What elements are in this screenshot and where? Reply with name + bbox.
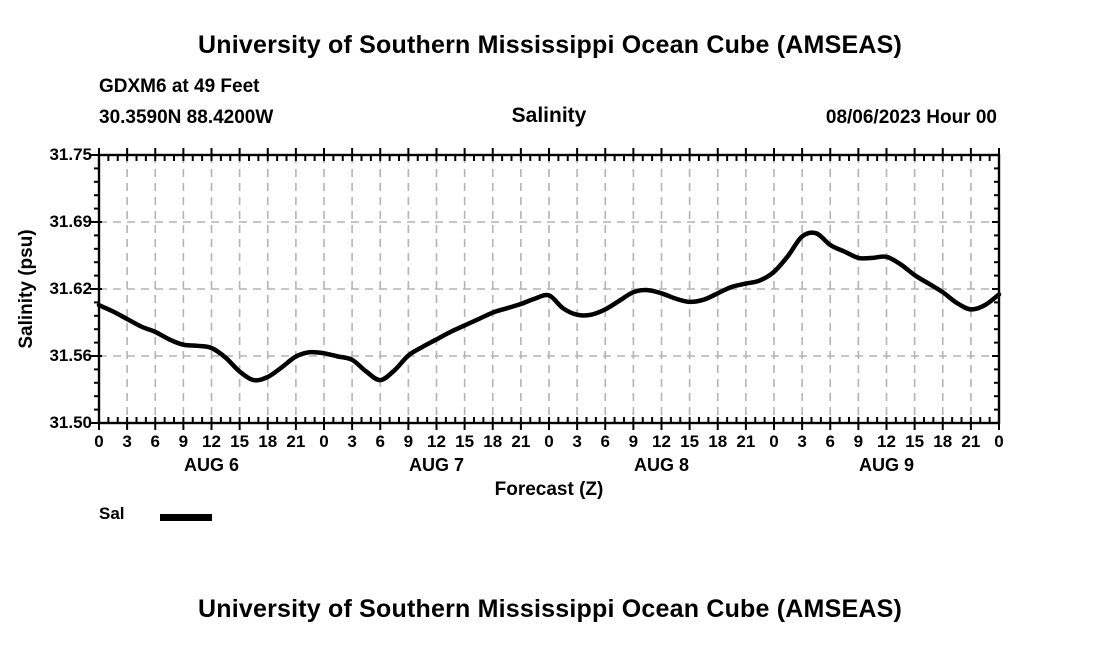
x-tick-label: 15: [230, 432, 250, 451]
legend-series-label: Sal: [99, 504, 125, 523]
x-day-label: AUG 9: [858, 455, 914, 475]
x-tick-label: 18: [933, 432, 953, 451]
x-day-label: AUG 8: [633, 455, 689, 475]
x-tick-label: 12: [202, 432, 221, 451]
x-tick-label: 21: [736, 432, 756, 451]
x-tick-label: 21: [511, 432, 531, 451]
x-day-label: AUG 7: [408, 455, 464, 475]
x-tick-label: 3: [572, 432, 582, 451]
x-tick-label: 0: [769, 432, 779, 451]
page-title: University of Southern Mississippi Ocean…: [198, 31, 902, 59]
x-tick-label: 12: [877, 432, 896, 451]
x-tick-label: 0: [544, 432, 554, 451]
x-tick-label: 9: [178, 432, 189, 451]
x-tick-label: 18: [258, 432, 278, 451]
coordinates-label: 30.3590N 88.4200W: [99, 107, 274, 128]
x-tick-label: 6: [600, 432, 610, 451]
x-tick-label: 18: [483, 432, 503, 451]
x-tick-label: 6: [375, 432, 385, 451]
y-tick-label: 31.56: [49, 346, 92, 365]
x-tick-label: 12: [652, 432, 671, 451]
y-tick-label: 31.62: [49, 279, 92, 298]
x-tick-label: 3: [122, 432, 132, 451]
x-tick-label: 21: [961, 432, 981, 451]
x-tick-label: 0: [94, 432, 104, 451]
footer-title: University of Southern Mississippi Ocean…: [198, 595, 902, 623]
x-tick-label: 3: [797, 432, 807, 451]
x-tick-label: 0: [994, 432, 1004, 451]
y-tick-label: 31.50: [49, 413, 92, 432]
x-day-label: AUG 6: [183, 455, 239, 475]
x-tick-label: 18: [708, 432, 728, 451]
y-tick-label: 31.75: [49, 145, 92, 164]
station-label: GDXM6 at 49 Feet: [99, 76, 260, 97]
x-tick-label: 3: [347, 432, 357, 451]
forecast-datetime-label: 08/06/2023 Hour 00: [825, 107, 997, 128]
x-tick-label: 0: [319, 432, 329, 451]
x-tick-label: 15: [680, 432, 700, 451]
x-tick-label: 9: [628, 432, 639, 451]
x-tick-label: 9: [853, 432, 864, 451]
y-tick-label: 31.69: [49, 212, 92, 231]
x-axis-label: Forecast (Z): [494, 479, 604, 500]
chart-variable-title: Salinity: [511, 104, 587, 127]
x-tick-label: 15: [455, 432, 475, 451]
x-tick-label: 9: [403, 432, 414, 451]
x-tick-label: 6: [150, 432, 160, 451]
x-tick-label: 12: [427, 432, 446, 451]
sal-series-line: [96, 230, 1002, 383]
x-tick-label: 15: [905, 432, 925, 451]
legend-line-swatch: [160, 514, 212, 521]
plot-frame: [97, 153, 1001, 425]
x-tick-label: 21: [286, 432, 306, 451]
x-tick-label: 6: [825, 432, 835, 451]
